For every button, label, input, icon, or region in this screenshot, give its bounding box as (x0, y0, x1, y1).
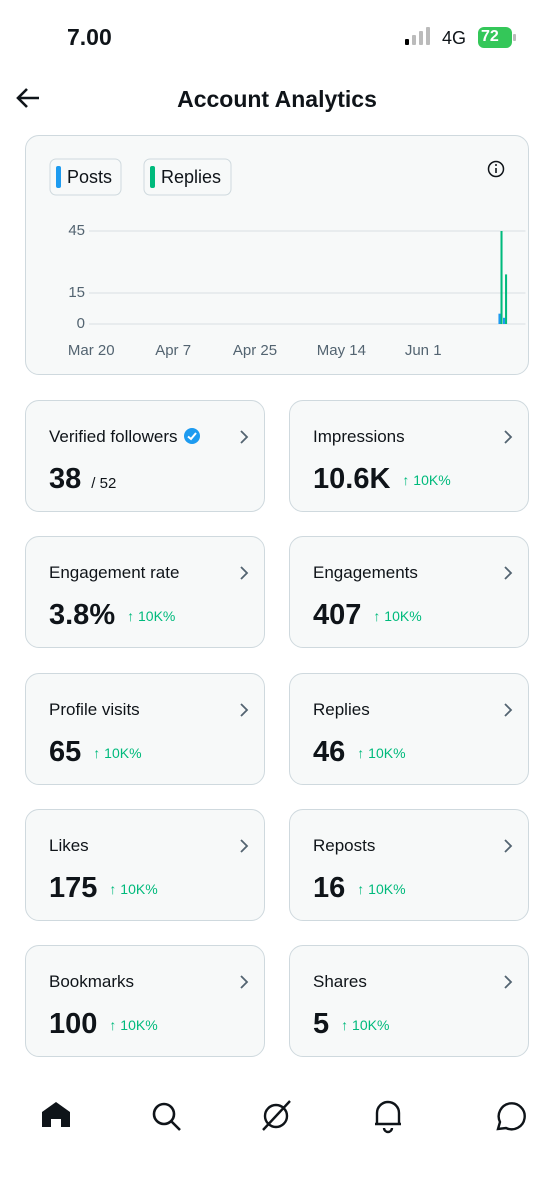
chevron (504, 702, 513, 717)
legend-item (143, 158, 232, 196)
stat-card[interactable]: Engagement rate 3.8% ↑ 10K% (25, 536, 265, 649)
bar (502, 317, 506, 324)
chevron (240, 430, 249, 444)
legend-label: Posts (67, 167, 112, 187)
card-title: Profile visits (49, 699, 140, 719)
x-tick-label: Jun 1 (405, 342, 442, 359)
bar (498, 313, 501, 324)
card-title: Likes (49, 835, 89, 855)
value: 10.6K (313, 463, 391, 495)
x-tick-label: Apr 25 (233, 342, 277, 359)
value-change: ↑ 10K% (373, 608, 422, 625)
chevron (240, 702, 249, 717)
legend-item (49, 158, 122, 196)
card-value: 38 / 52 (49, 463, 116, 496)
chevron (504, 975, 513, 989)
value: 5 (313, 1008, 330, 1041)
stat-card[interactable]: Impressions 10.6K ↑ 10K% (289, 400, 529, 512)
value: 46 (313, 735, 346, 768)
chevron (504, 839, 513, 853)
card-value: 10.6K ↑ 10K% (313, 463, 451, 496)
card-title: Shares (313, 972, 367, 992)
y-tick-label: 15 (68, 284, 85, 301)
legend-swatch (56, 166, 61, 188)
stat-card[interactable]: Replies 46 ↑ 10K% (289, 672, 529, 785)
x-tick-label: Apr 7 (155, 342, 191, 359)
page-title: Account Analytics (177, 86, 377, 112)
card-title: Verified followers (49, 427, 201, 447)
bar (500, 231, 503, 324)
value-change: ↑ 10K% (341, 1017, 390, 1034)
value: 3.8% (49, 599, 116, 632)
stat-card[interactable]: Reposts 16 ↑ 10K% (289, 808, 529, 921)
card-title: Reposts (313, 835, 376, 855)
value-change: ↑ 10K% (109, 1017, 158, 1034)
card-title: Impressions (313, 427, 405, 446)
notifications-icon[interactable] (375, 1100, 401, 1134)
value-change: ↑ 10K% (93, 744, 142, 761)
value-change: ↑ 10K% (357, 880, 406, 897)
back-button[interactable] (14, 84, 44, 112)
chart: Posts Replies 0 15 45 Mar 20 Apr 7 Apr 25 May 14… (49, 158, 526, 359)
stat-card[interactable]: Verified followers 38 / 52 (25, 400, 265, 512)
bar (505, 274, 508, 324)
stat-card[interactable]: Shares 5 ↑ 10K% (289, 945, 529, 1058)
stat-card[interactable]: Profile visits 65 ↑ 10K% (25, 672, 265, 785)
stat-card[interactable]: Likes 175 ↑ 10K% (25, 808, 265, 921)
y-tick-label: 45 (68, 222, 85, 239)
chevron (504, 566, 513, 580)
value-suffix: / 52 (91, 475, 117, 492)
home-icon[interactable] (42, 1102, 70, 1127)
chevron (504, 430, 513, 444)
messages-icon[interactable] (496, 1102, 526, 1131)
value: 16 (313, 871, 346, 904)
bottom-nav (42, 1100, 526, 1134)
card-value: 16 ↑ 10K% (313, 872, 406, 905)
card-value: 65 ↑ 10K% (49, 736, 142, 769)
battery: 72 (481, 28, 499, 45)
y-tick-label: 0 (77, 315, 85, 332)
chevron (240, 566, 249, 580)
value-change: ↑ 10K% (402, 472, 451, 488)
card-title: Engagements (313, 563, 418, 583)
card-title: Bookmarks (49, 972, 135, 992)
legend-swatch (150, 166, 155, 188)
value-change: ↑ 10K% (357, 744, 406, 761)
chevron (240, 839, 249, 853)
time: 7.00 (67, 24, 112, 50)
network: 4G (442, 28, 467, 48)
x-tick-label: Mar 20 (68, 342, 115, 359)
stat-card[interactable]: Engagements 407 ↑ 10K% (289, 536, 529, 649)
status-icons (405, 27, 516, 48)
value: 100 (49, 1008, 98, 1041)
value: 175 (49, 871, 98, 904)
value-change: ↑ 10K% (109, 880, 158, 897)
value: 65 (49, 735, 82, 768)
value: 38 (49, 463, 82, 495)
value: 407 (313, 599, 362, 632)
card-value: 3.8% ↑ 10K% (49, 599, 175, 632)
card-title: Replies (313, 699, 370, 719)
card-value: 46 ↑ 10K% (313, 736, 406, 769)
card-value: 100 ↑ 10K% (49, 1008, 158, 1041)
stat-card[interactable]: Bookmarks 100 ↑ 10K% (25, 945, 265, 1058)
card-value: 407 ↑ 10K% (313, 599, 422, 632)
legend-label: Replies (161, 167, 221, 187)
card-value: 5 ↑ 10K% (313, 1008, 389, 1041)
x-tick-label: May 14 (317, 342, 366, 359)
chevron (240, 975, 249, 989)
card-value: 175 ↑ 10K% (49, 872, 158, 905)
value-change: ↑ 10K% (127, 608, 176, 625)
verified-badge (183, 428, 200, 444)
grok-icon[interactable] (262, 1100, 291, 1131)
search-icon[interactable] (152, 1102, 181, 1131)
card-title: Engagement rate (49, 563, 180, 583)
